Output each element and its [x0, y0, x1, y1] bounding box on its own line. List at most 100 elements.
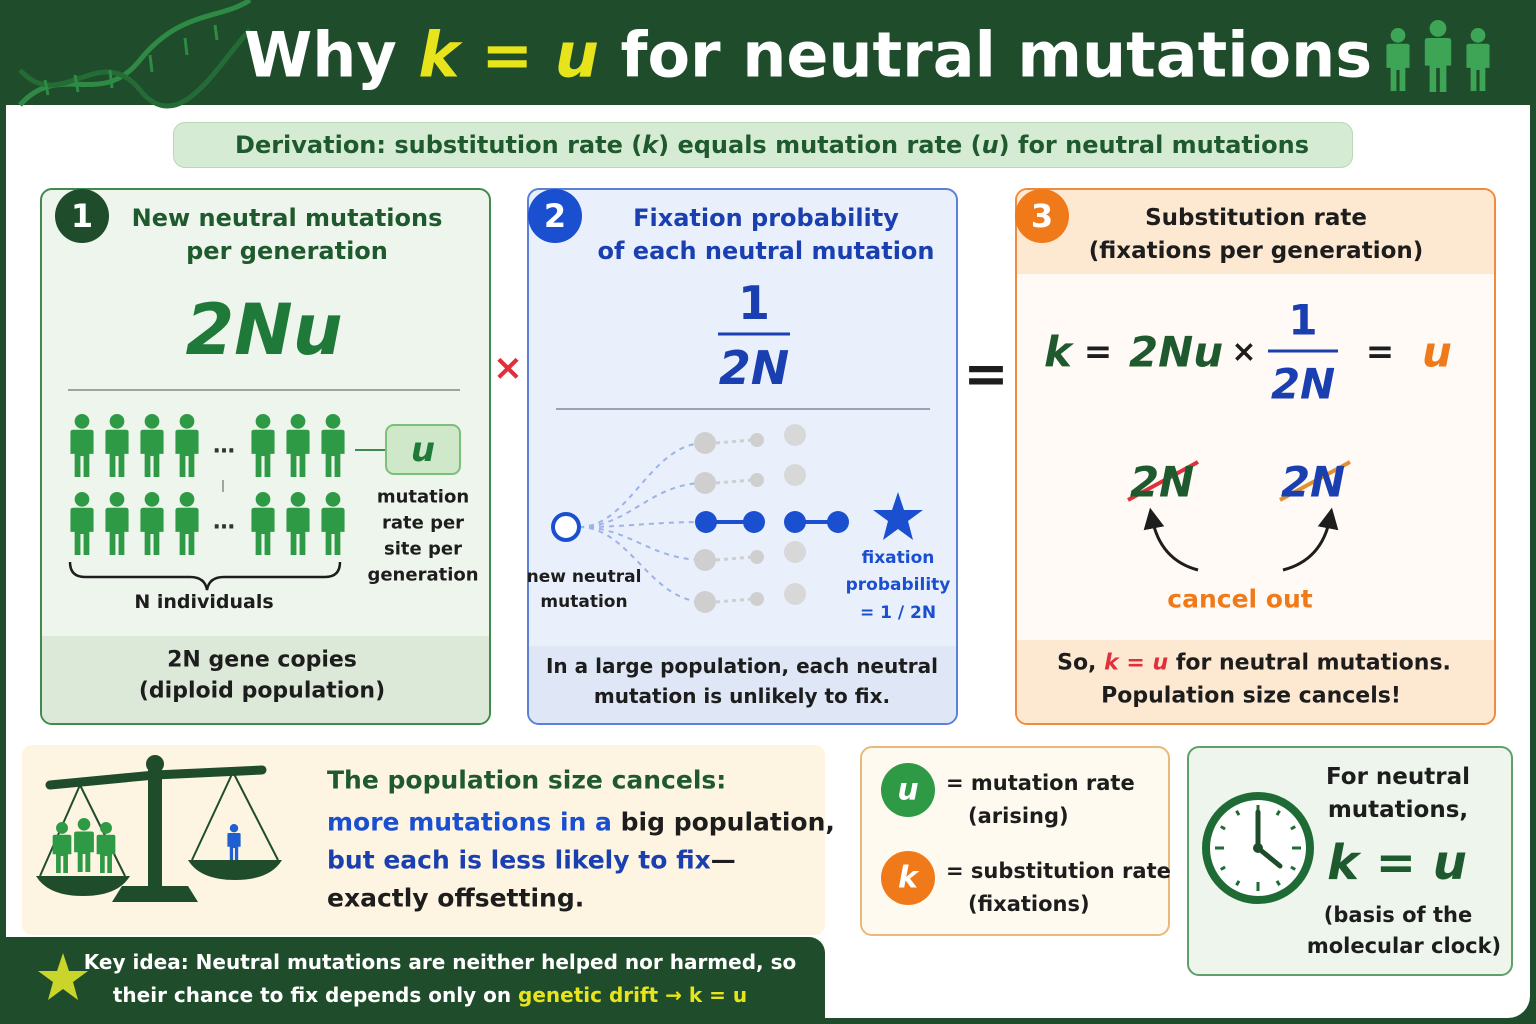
clock-caption: molecular clock) — [1306, 934, 1502, 958]
lost-lineage — [750, 592, 764, 606]
person-icon — [1386, 28, 1410, 91]
times-operator: × — [492, 347, 524, 389]
strike — [1127, 460, 1199, 502]
panel-heading: Substitution rate — [1145, 205, 1367, 231]
ellipsis: … — [213, 509, 235, 535]
population-icons — [70, 414, 345, 555]
lost-lineage — [784, 583, 806, 605]
lineage-diagram — [551, 424, 849, 613]
footer-text: for neutral mutations. — [1175, 650, 1451, 676]
fixed-lineage — [827, 511, 849, 533]
end-label: fixation — [861, 548, 935, 568]
panel-heading: per generation — [186, 237, 388, 265]
panel-3 — [1015, 188, 1496, 725]
lineage-link — [578, 526, 706, 603]
balance-heading: The population size cancels: — [327, 765, 727, 795]
group-label: N individuals — [134, 591, 274, 613]
subtitle-symbol: u — [981, 131, 999, 159]
panel-footer — [529, 646, 956, 723]
legend-text: = mutation rate — [946, 771, 1135, 795]
subtitle-text: Derivation: substitution rate ( — [235, 131, 643, 159]
panel-footer-text: 2N gene copies — [167, 647, 357, 673]
clock-tick — [1235, 880, 1241, 886]
cancel-arrow — [1143, 507, 1199, 572]
balance-line: but each is less likely to fix— — [327, 846, 736, 875]
key-star — [38, 953, 88, 1000]
person-icon — [251, 492, 275, 555]
key-idea-text: their chance to fix depends only on gene… — [113, 983, 747, 1007]
clock-icon — [1202, 792, 1314, 904]
clock-text: mutations, — [1327, 797, 1469, 823]
cancel-arrow — [1282, 507, 1339, 572]
balance-text: — — [710, 845, 736, 875]
clock-tick — [1275, 880, 1281, 886]
key-idea-part: their chance to fix depends only on — [112, 983, 512, 1007]
equation-operator: = — [1365, 332, 1395, 372]
clock-formula: k = u — [1327, 835, 1467, 891]
legend-text: = substitution rate — [946, 859, 1171, 883]
end-label: = 1 / 2N — [859, 603, 937, 623]
legend-badge — [881, 851, 935, 905]
balance-highlight: but each is less likely to fix — [327, 845, 711, 875]
end-label: probability — [845, 575, 951, 595]
panel-footer-text: In a large population, each neutral — [545, 654, 939, 678]
subtitle-symbol: k — [642, 131, 659, 159]
panel-heading: (fixations per generation) — [1088, 238, 1424, 264]
clock-tick — [1220, 825, 1226, 831]
panel-footer — [42, 636, 489, 723]
person-icon — [70, 492, 94, 555]
lost-link — [715, 597, 753, 604]
key-idea-highlight: genetic drift → k = u — [518, 983, 748, 1007]
person-icon — [140, 492, 164, 555]
panel-footer-text: mutation is unlikely to fix. — [593, 684, 891, 708]
fixed-lineage — [743, 511, 765, 533]
lineage-link — [578, 442, 706, 528]
denominator: 2N — [718, 341, 790, 395]
legend-text: (arising) — [968, 804, 1069, 828]
lost-lineage — [750, 550, 764, 564]
person-icon — [286, 492, 310, 555]
clock-caption: (basis of the — [1323, 903, 1473, 927]
cancel-label: cancel out — [1167, 584, 1313, 614]
balance-text: big population, — [620, 807, 835, 837]
cancelled-term: 2N — [1129, 457, 1195, 507]
step-number: 1 — [55, 189, 109, 243]
person-icon — [1466, 28, 1490, 91]
equation-operator: × — [1231, 334, 1257, 370]
subtitle-text: ) for neutral mutations — [998, 131, 1309, 159]
person-icon — [321, 492, 345, 555]
formula: 2Nu — [185, 289, 343, 371]
equals-operator: = — [963, 342, 1009, 406]
legend-symbol: u — [897, 772, 919, 808]
panel-footer-text: So, k = u for neutral mutations. — [1057, 651, 1451, 676]
legend-text: (fixations) — [968, 892, 1090, 916]
fixed-lineage — [784, 511, 806, 533]
clock-tick — [1275, 810, 1281, 816]
clock-tick — [1235, 810, 1241, 816]
lost-lineage — [784, 464, 806, 486]
rate-caption: site per — [384, 538, 462, 560]
rate-box — [385, 424, 461, 475]
lost-lineage — [784, 424, 806, 446]
clock-text: For neutral — [1325, 764, 1471, 790]
lineage-link — [578, 521, 706, 528]
panel-footer-text: (diploid population) — [138, 678, 386, 704]
balance-line: more mutations in a big population, — [327, 808, 835, 837]
clock-tick — [1290, 825, 1296, 831]
step-number: 2 — [528, 189, 582, 243]
panel-footer — [1017, 640, 1494, 723]
clock-tick — [1220, 865, 1226, 871]
brace — [68, 561, 342, 591]
panel-heading: New neutral mutations — [131, 204, 443, 232]
lost-link — [715, 438, 753, 445]
lost-lineage — [694, 549, 716, 571]
dna-helix — [18, 0, 252, 109]
subtitle-text: ) equals mutation rate ( — [658, 131, 982, 159]
legend-symbol: k — [898, 860, 918, 896]
person-icon — [70, 414, 94, 477]
lost-link — [715, 555, 753, 562]
key-idea-bar — [0, 937, 825, 1024]
lost-lineage — [750, 433, 764, 447]
